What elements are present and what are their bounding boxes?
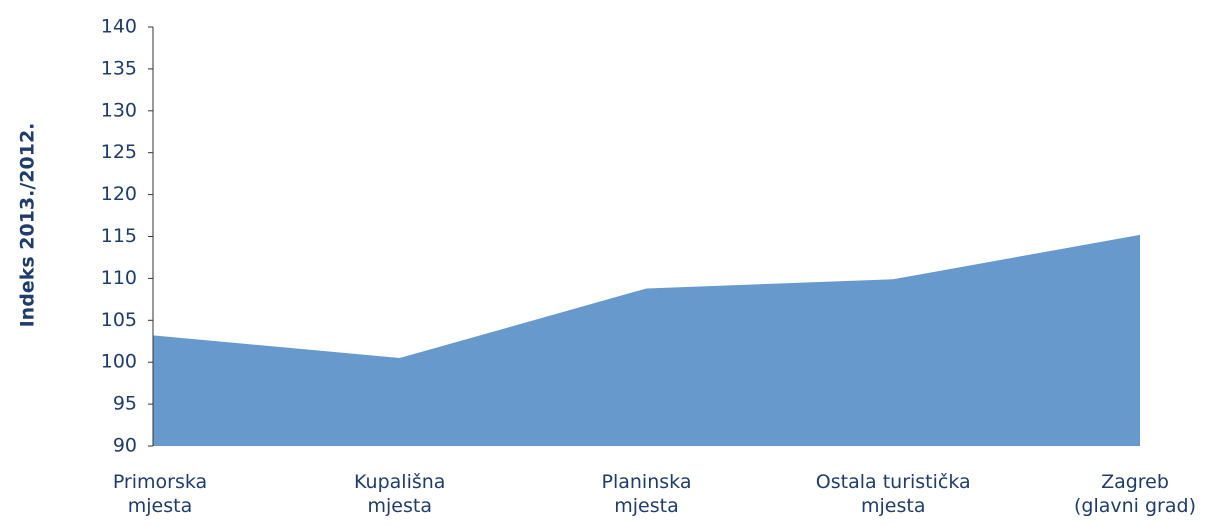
x-tick-label: Primorska mjesta (112, 471, 208, 517)
x-tick-label: Zagreb (glavni grad) (1074, 471, 1196, 517)
y-tick-label: 105 (101, 309, 137, 331)
y-tick-label: 110 (101, 267, 137, 289)
y-tick-label: 120 (101, 183, 137, 205)
y-tick-label: 125 (101, 141, 137, 163)
x-tick-label: Ostala turistička mjesta (815, 471, 971, 517)
y-axis-label: Indeks 2013./2012. (17, 123, 39, 328)
y-tick-label: 130 (101, 99, 137, 121)
x-tick-label: Kupališna mjesta (354, 471, 446, 517)
y-tick-label: 100 (101, 351, 137, 373)
x-tick-label: Planinska mjesta (601, 471, 692, 517)
area (153, 234, 1140, 446)
y-tick-label: 90 (113, 435, 137, 457)
y-tick-label: 95 (113, 393, 137, 415)
y-tick-label: 135 (101, 57, 137, 79)
y-tick-label: 115 (101, 225, 137, 247)
y-tick-label: 140 (101, 16, 137, 38)
